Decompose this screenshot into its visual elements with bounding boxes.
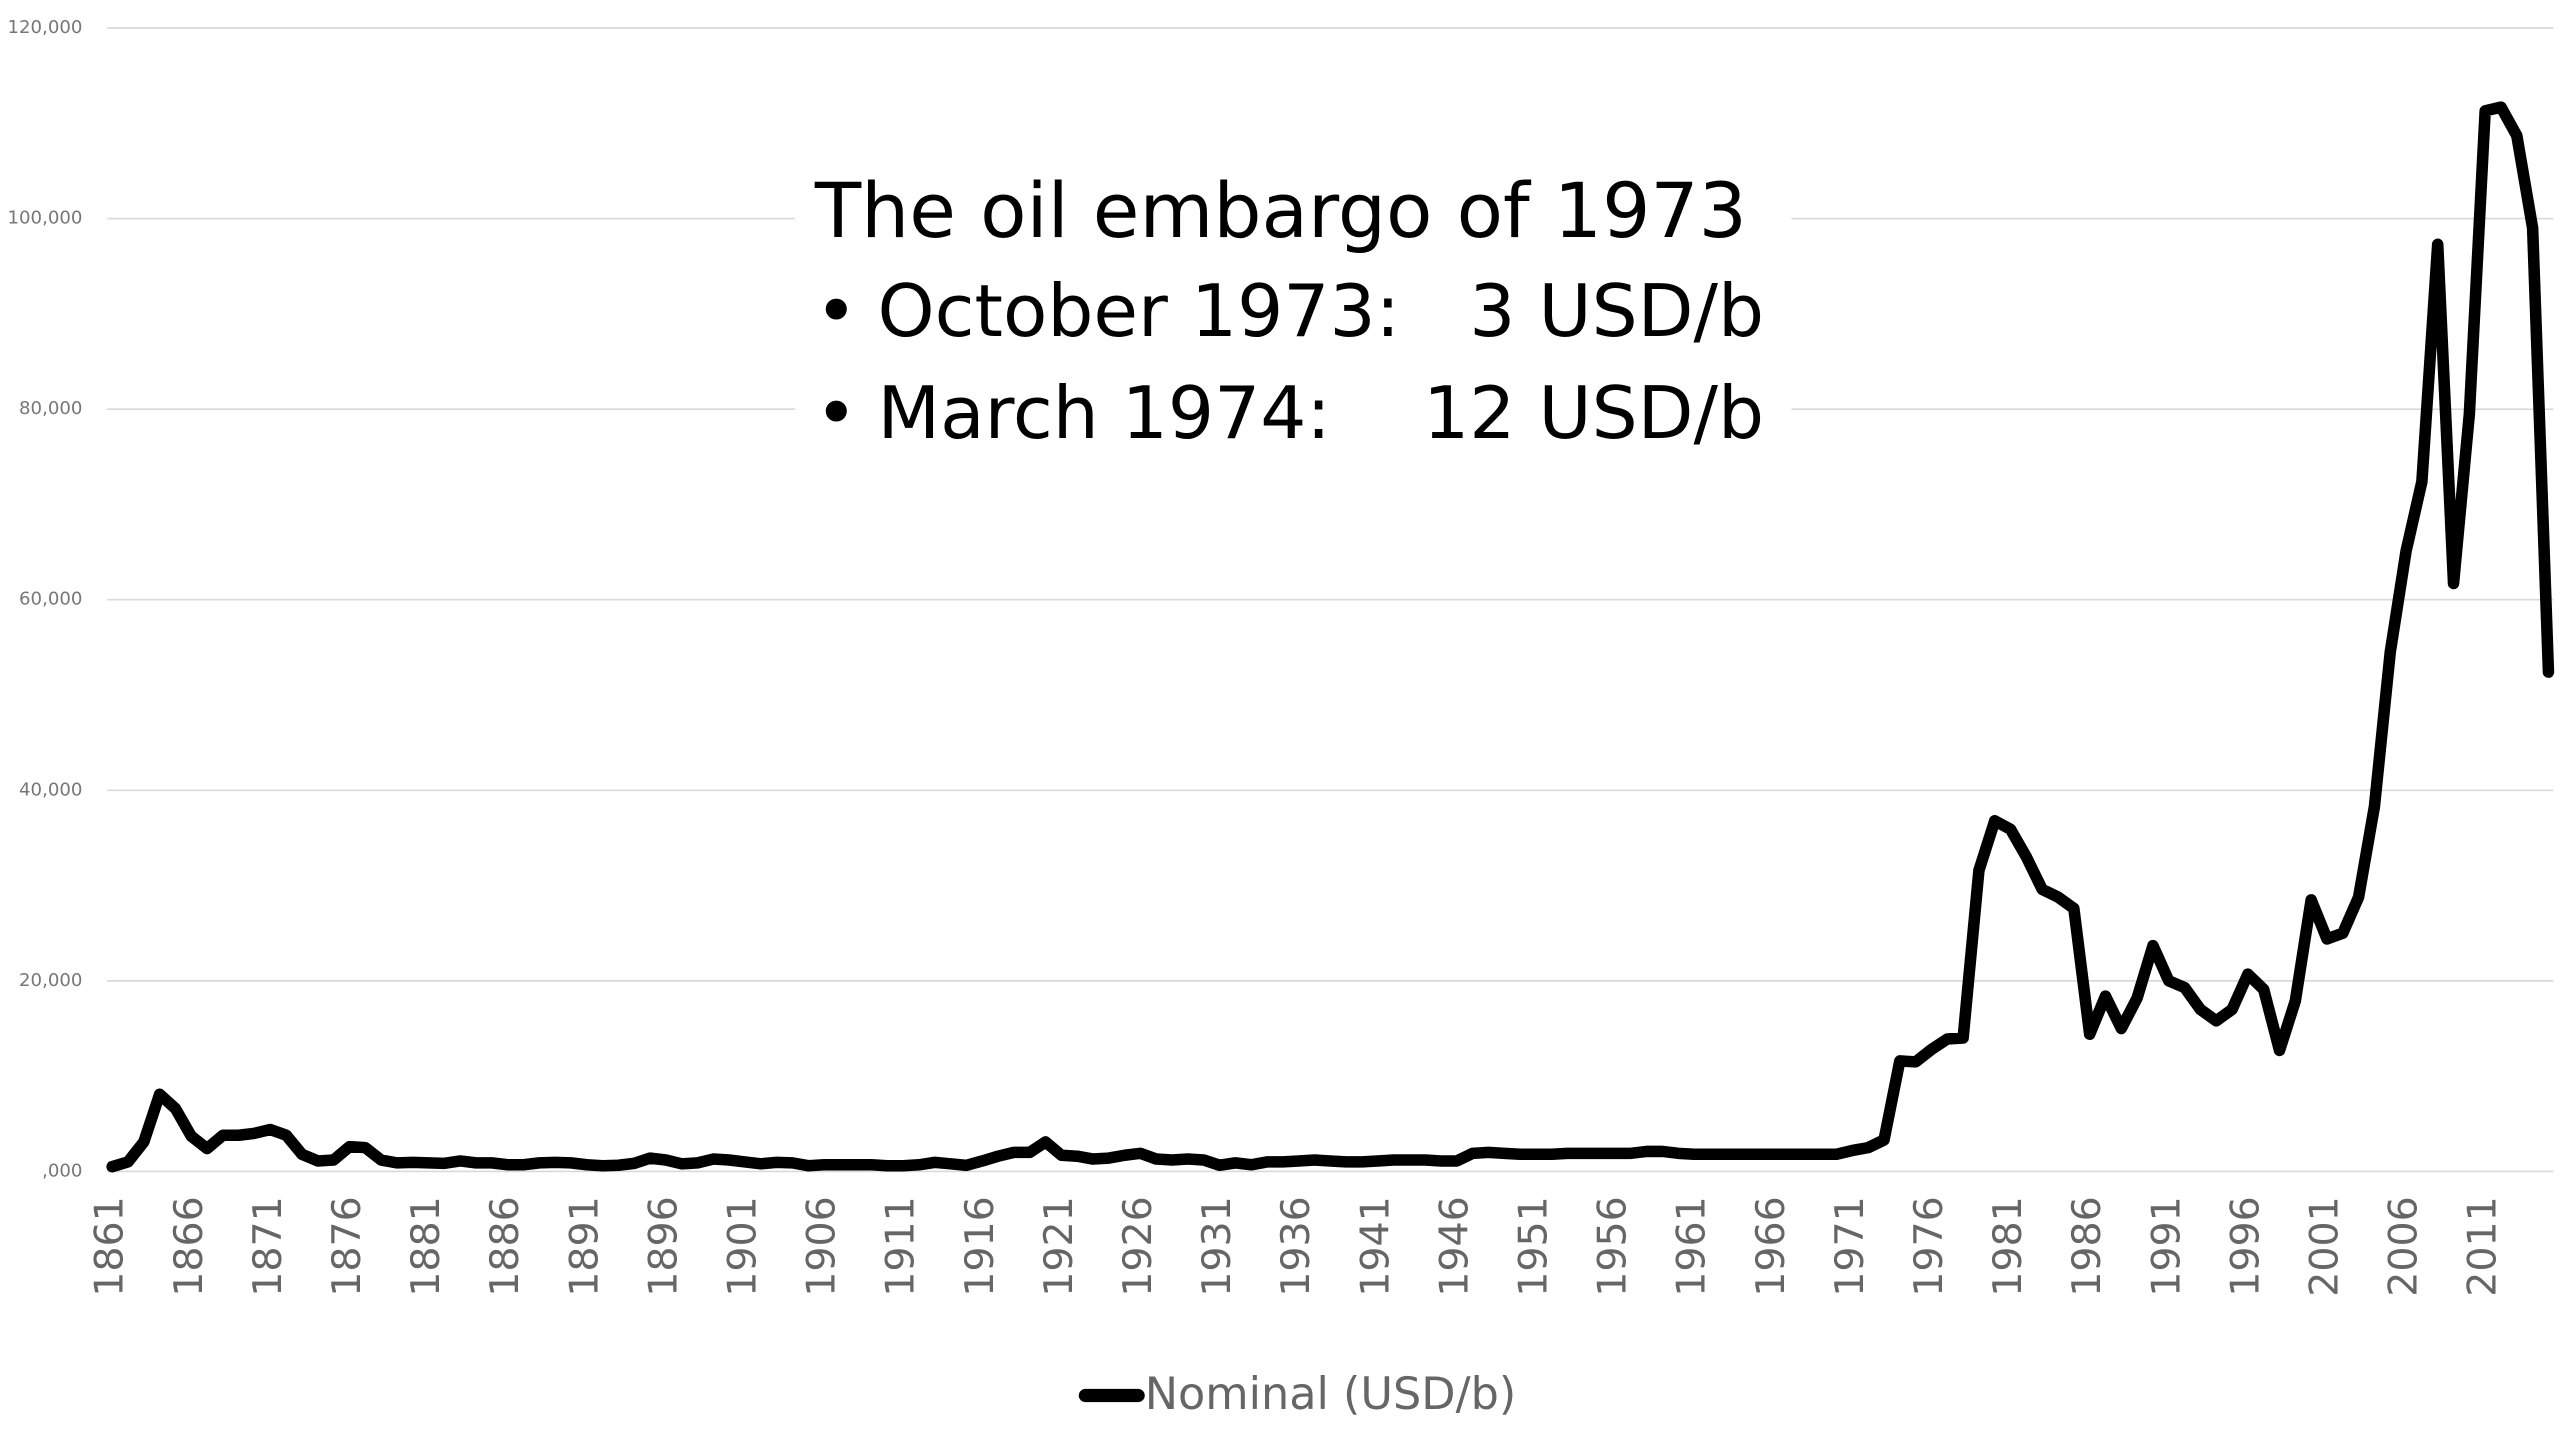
x-tick-label: 1911 xyxy=(878,1196,924,1297)
x-tick-label: 1896 xyxy=(640,1196,686,1297)
bullet-dot: • xyxy=(815,270,858,354)
x-tick-label: 1986 xyxy=(2064,1196,2110,1297)
x-tick-label: 1926 xyxy=(1115,1196,1161,1297)
x-tick-label: 1996 xyxy=(2222,1196,2268,1297)
y-tick-label: 40,000 xyxy=(19,779,82,800)
x-tick-label: 1971 xyxy=(1827,1196,1873,1297)
x-tick-label: 1946 xyxy=(1431,1196,1477,1297)
x-tick-label: 1881 xyxy=(403,1196,449,1297)
y-tick-label: 100,000 xyxy=(7,208,82,229)
annotation-title: The oil embargo of 1973 xyxy=(814,167,1747,255)
x-tick-label: 2001 xyxy=(2301,1196,2347,1297)
x-tick-label: 1931 xyxy=(1194,1196,1240,1297)
x-tick-label: 1866 xyxy=(166,1196,212,1297)
legend-label: Nominal (USD/b) xyxy=(1145,1369,1516,1420)
x-tick-label: 2011 xyxy=(2460,1196,2506,1297)
x-tick-label: 2006 xyxy=(2381,1196,2427,1297)
x-tick-label: 1876 xyxy=(324,1196,370,1297)
x-tick-label: 1886 xyxy=(482,1196,528,1297)
x-tick-label: 1981 xyxy=(1985,1196,2031,1297)
x-tick-label: 1956 xyxy=(1590,1196,1636,1297)
annotation-box xyxy=(795,151,1792,482)
x-tick-label: 1991 xyxy=(2143,1196,2189,1297)
line-series xyxy=(106,101,2555,1173)
y-tick-label: 80,000 xyxy=(19,398,82,419)
x-tick-label: 1861 xyxy=(87,1196,133,1297)
annotation-bullet: October 1973: 3 USD/b xyxy=(878,270,1764,354)
x-tick-label: 1941 xyxy=(1352,1196,1398,1297)
bullet-dot: • xyxy=(815,372,858,456)
x-tick-label: 1921 xyxy=(1036,1196,1082,1297)
legend: Nominal (USD/b) xyxy=(1078,1369,1516,1420)
y-tick-label: 120,000 xyxy=(7,17,82,38)
x-tick-label: 1916 xyxy=(957,1196,1003,1297)
x-tick-label: 1936 xyxy=(1273,1196,1319,1297)
y-tick-label: 60,000 xyxy=(19,589,82,610)
annotation-bullet: March 1974: 12 USD/b xyxy=(878,372,1765,456)
x-tick-label: 1906 xyxy=(799,1196,845,1297)
x-tick-label: 1961 xyxy=(1669,1196,1715,1297)
x-tick-label: 1871 xyxy=(245,1196,291,1297)
x-tick-label: 1901 xyxy=(719,1196,765,1297)
x-tick-label: 1976 xyxy=(1906,1196,1952,1297)
plot xyxy=(106,101,2555,1173)
y-tick-label: ,000 xyxy=(42,1160,82,1181)
x-tick-label: 1951 xyxy=(1510,1196,1556,1297)
y-tick-label: 20,000 xyxy=(19,970,82,991)
x-tick-label: 1966 xyxy=(1748,1196,1794,1297)
x-tick-label: 1891 xyxy=(561,1196,607,1297)
